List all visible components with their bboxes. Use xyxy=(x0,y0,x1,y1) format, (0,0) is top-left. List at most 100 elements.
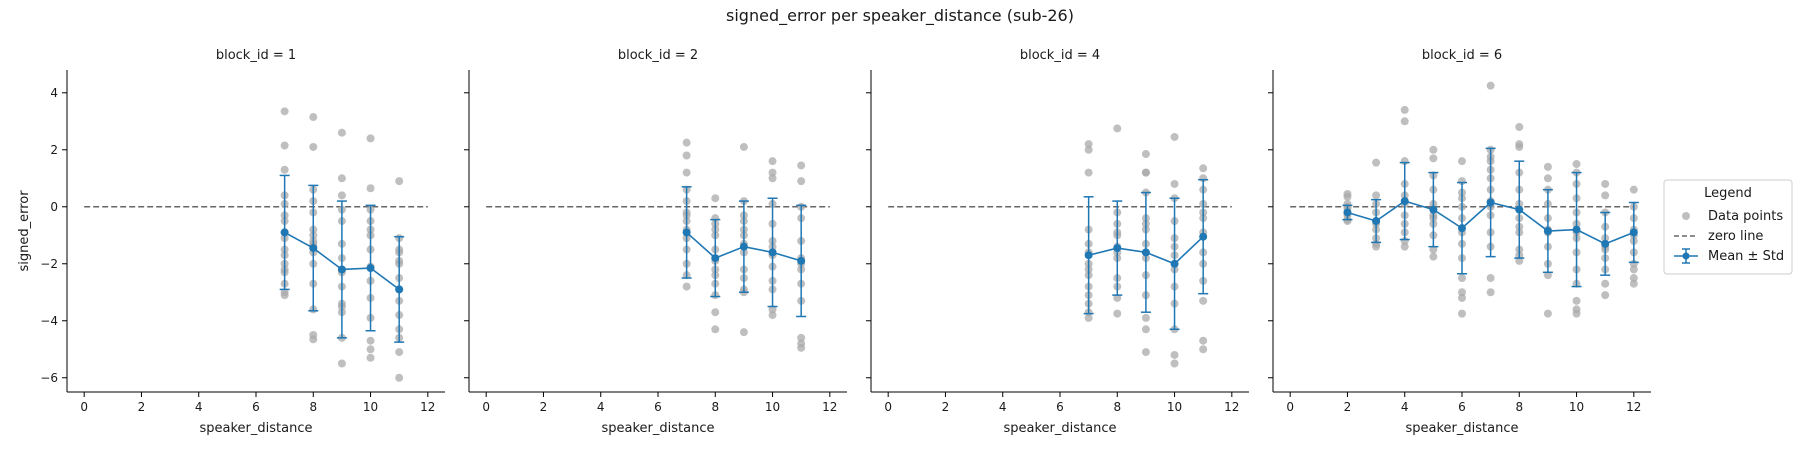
mean-marker xyxy=(1543,227,1552,235)
data-point xyxy=(1572,160,1581,169)
x-tick-label: 0 xyxy=(1286,400,1294,414)
data-point xyxy=(337,359,346,368)
data-point xyxy=(1543,271,1552,280)
data-point xyxy=(682,138,691,147)
legend-point-marker xyxy=(1682,212,1690,220)
data-point xyxy=(1400,242,1409,251)
y-tick-label: −4 xyxy=(40,314,58,328)
data-point xyxy=(1170,350,1179,359)
data-point xyxy=(1458,157,1466,166)
data-point xyxy=(1170,132,1179,141)
data-point xyxy=(797,161,806,170)
x-tick-label: 4 xyxy=(1401,400,1409,414)
data-point xyxy=(1572,309,1581,318)
x-tick-label: 6 xyxy=(654,400,662,414)
data-point xyxy=(1601,191,1610,200)
mean-marker xyxy=(797,256,806,265)
x-axis-label: speaker_distance xyxy=(200,421,313,436)
mean-marker xyxy=(1629,228,1638,237)
data-point xyxy=(1429,154,1438,163)
mean-marker xyxy=(280,228,289,237)
x-tick-label: 6 xyxy=(1458,400,1466,414)
data-point xyxy=(395,348,404,357)
data-point xyxy=(1486,81,1495,90)
data-point xyxy=(797,343,806,352)
data-point xyxy=(797,333,806,342)
data-point xyxy=(1113,293,1122,302)
x-tick-label: 4 xyxy=(999,400,1007,414)
mean-marker xyxy=(1486,198,1495,207)
x-axis-label: speaker_distance xyxy=(602,421,715,436)
data-point xyxy=(1629,265,1638,274)
mean-marker xyxy=(1458,224,1466,233)
data-point xyxy=(1543,174,1552,183)
x-tick-label: 8 xyxy=(1515,400,1523,414)
data-point xyxy=(366,134,375,143)
data-point xyxy=(280,291,289,300)
x-tick-label: 0 xyxy=(80,400,88,414)
y-tick-label: 0 xyxy=(50,200,58,214)
data-point xyxy=(1629,279,1638,288)
data-point xyxy=(1343,192,1352,201)
data-point xyxy=(1372,191,1381,200)
x-tick-label: 4 xyxy=(597,400,605,414)
data-point xyxy=(711,194,720,203)
data-point xyxy=(366,345,375,354)
data-point xyxy=(1458,293,1466,302)
data-point xyxy=(366,184,375,193)
data-point xyxy=(1141,168,1150,177)
data-point xyxy=(1629,274,1638,283)
data-point xyxy=(1572,296,1581,305)
data-point xyxy=(1515,142,1524,151)
panel-title: block_id = 2 xyxy=(618,48,698,63)
y-tick-label: 4 xyxy=(50,86,58,100)
legend-title: Legend xyxy=(1704,186,1752,201)
data-point xyxy=(797,177,806,186)
data-point xyxy=(1141,348,1150,357)
data-point xyxy=(280,107,289,116)
legend-label: Mean ± Std xyxy=(1708,249,1784,264)
data-point xyxy=(1458,309,1466,318)
data-point xyxy=(1429,252,1438,261)
data-point xyxy=(309,335,318,344)
data-point xyxy=(1084,145,1093,154)
x-tick-label: 4 xyxy=(195,400,203,414)
y-tick-label: 2 xyxy=(50,143,58,157)
x-tick-label: 8 xyxy=(1113,400,1121,414)
data-point xyxy=(1084,313,1093,322)
mean-marker xyxy=(1372,217,1381,226)
panel-title: block_id = 1 xyxy=(216,48,296,63)
mean-marker xyxy=(1141,248,1150,257)
y-tick-label: −2 xyxy=(40,257,58,271)
data-point xyxy=(1372,158,1381,167)
x-tick-label: 8 xyxy=(309,400,317,414)
x-tick-label: 12 xyxy=(1224,400,1239,414)
panel-3: block_id = 4 0 2 4 6 8 10 12 speaker_distance xyxy=(866,48,1249,436)
data-point xyxy=(395,373,404,382)
data-point xyxy=(1486,274,1495,283)
x-tick-label: 12 xyxy=(822,400,837,414)
x-tick-label: 2 xyxy=(138,400,146,414)
legend-mean-marker xyxy=(1682,252,1690,260)
x-tick-label: 0 xyxy=(884,400,892,414)
data-point xyxy=(395,177,404,186)
panel-title: block_id = 4 xyxy=(1020,48,1100,63)
data-point xyxy=(768,174,777,183)
x-tick-label: 12 xyxy=(1626,400,1641,414)
mean-marker xyxy=(739,242,748,251)
data-point xyxy=(1141,313,1150,322)
data-point xyxy=(1199,296,1208,305)
data-point xyxy=(682,168,691,177)
mean-marker xyxy=(1113,244,1122,253)
figure-title: signed_error per speaker_distance (sub-2… xyxy=(726,6,1074,26)
data-point xyxy=(1429,145,1438,154)
panel-1: block_id = 1 0 2 4 6 8 10 12 −6 −4 −2 0 2 4 speaker_di… xyxy=(17,48,445,436)
data-point xyxy=(1372,242,1381,251)
mean-marker xyxy=(395,285,404,294)
data-point xyxy=(337,174,346,183)
x-tick-label: 6 xyxy=(252,400,260,414)
mean-marker xyxy=(1572,225,1581,234)
data-point xyxy=(1543,309,1552,318)
mean-marker xyxy=(1400,197,1409,206)
